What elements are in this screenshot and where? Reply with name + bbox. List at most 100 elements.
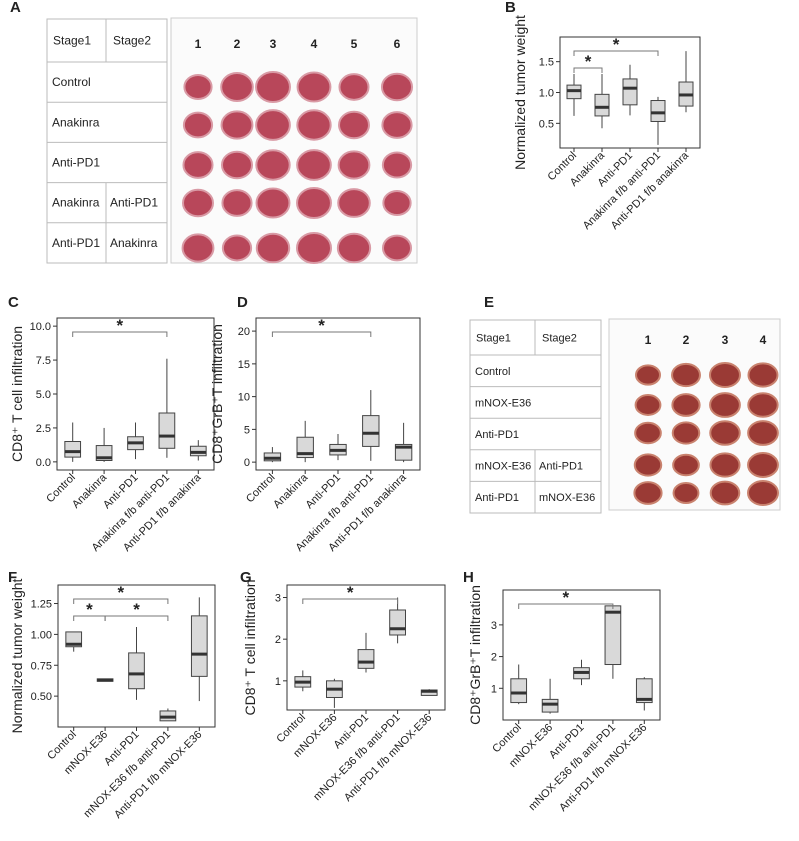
tumor (296, 149, 332, 181)
tumor (709, 420, 741, 446)
photo-column: 3 (270, 37, 277, 51)
table-cell: Control (52, 75, 91, 89)
y-axis-label: CD8⁺ T cell infiltration (9, 326, 25, 462)
significance-bracket (302, 598, 399, 604)
y-tick-label: 5 (244, 424, 250, 436)
tumor (182, 151, 214, 179)
significance-bracket (518, 603, 614, 609)
significance-label: * (347, 583, 354, 602)
box (510, 678, 528, 704)
box (594, 93, 610, 117)
table-cell: mNOX-E36 (539, 492, 595, 504)
y-tick-label: 0.50 (31, 691, 52, 703)
y-tick-label: 0 (244, 457, 250, 469)
tumor (181, 188, 215, 218)
y-tick-label: 1.00 (31, 629, 52, 641)
panel-label: E (484, 294, 494, 311)
y-axis-label: Normalized tumor weight (512, 15, 528, 170)
photo (170, 17, 418, 264)
significance-label: * (318, 316, 325, 335)
significance-label: * (86, 600, 93, 619)
panel-label: B (505, 0, 516, 16)
tumor (633, 481, 663, 505)
tumor (634, 394, 662, 416)
significance-label: * (116, 316, 123, 335)
tumor (181, 233, 215, 263)
tumor (382, 189, 412, 217)
table-cell: Anti-PD1 (539, 461, 583, 473)
y-tick-label: 1.5 (539, 57, 554, 69)
tumor (220, 72, 254, 102)
significance-bracket (104, 615, 169, 621)
photo-column: 2 (234, 37, 241, 51)
tumor (337, 188, 371, 218)
y-axis-label: CD8⁺ T cell infiltration (242, 579, 258, 715)
box (622, 78, 638, 106)
panel-label: F (8, 569, 17, 586)
significance-bracket (271, 331, 372, 337)
box (362, 415, 380, 447)
box (541, 698, 559, 713)
tumor (747, 392, 779, 418)
tumor (747, 480, 779, 506)
y-tick-label: 3 (275, 593, 281, 605)
photo-column: 1 (195, 37, 202, 51)
table-cell: Anakinra (110, 236, 158, 250)
y-tick-label: 0.5 (539, 118, 554, 130)
tumor (672, 482, 700, 504)
tumor (183, 74, 213, 100)
photo-column: 2 (683, 333, 690, 347)
panel-label: H (463, 569, 474, 586)
tumor (709, 362, 741, 388)
y-tick-label: 0.75 (31, 660, 52, 672)
table-header: Stage2 (113, 34, 151, 48)
table-cell: Anti-PD1 (110, 196, 158, 210)
tumor (672, 453, 700, 477)
box (604, 605, 622, 666)
box (650, 100, 666, 122)
y-axis-label: CD8⁺GrB⁺T infiltration (209, 324, 225, 464)
y-tick-label: 1.0 (539, 88, 554, 100)
y-tick-label: 20 (238, 326, 250, 338)
photo-column: 1 (645, 333, 652, 347)
tumor (380, 72, 414, 102)
table-header: Stage1 (53, 34, 91, 48)
tumor (221, 189, 253, 217)
tumor (709, 452, 741, 478)
box (128, 652, 145, 690)
tumor (255, 109, 291, 141)
tumor (296, 187, 332, 219)
tumor (221, 234, 253, 262)
table-cell: Anti-PD1 (475, 429, 519, 441)
y-tick-label: 7.5 (36, 355, 51, 367)
y-tick-label: 1.25 (31, 599, 52, 611)
y-tick-label: 15 (238, 359, 250, 371)
tumor (635, 364, 661, 386)
box (64, 441, 82, 458)
y-tick-label: 5.0 (36, 389, 51, 401)
tumor (338, 110, 370, 140)
tumor (747, 452, 779, 478)
tumor (255, 232, 291, 264)
tumor (634, 421, 662, 445)
table-cell: mNOX-E36 (475, 397, 531, 409)
tumor (671, 421, 701, 445)
table-cell: Anti-PD1 (475, 492, 519, 504)
tumor (220, 150, 254, 180)
significance-label: * (117, 583, 124, 602)
table-cell: Anakinra (52, 115, 100, 129)
tumor (182, 111, 214, 139)
table-cell: Control (475, 366, 510, 378)
y-tick-label: 1 (491, 683, 497, 695)
box (190, 615, 208, 677)
y-tick-label: 2.5 (36, 423, 51, 435)
table-cell: Anti-PD1 (52, 236, 100, 250)
photo-column: 5 (351, 37, 358, 51)
tumor (747, 362, 779, 388)
table-cell: mNOX-E36 (475, 461, 531, 473)
tumor (671, 393, 701, 417)
y-axis-label: CD8⁺GrB⁺T infiltration (467, 585, 483, 725)
tumor (337, 150, 371, 180)
photo-column: 3 (722, 333, 729, 347)
table-cell: Anakinra (52, 196, 100, 210)
